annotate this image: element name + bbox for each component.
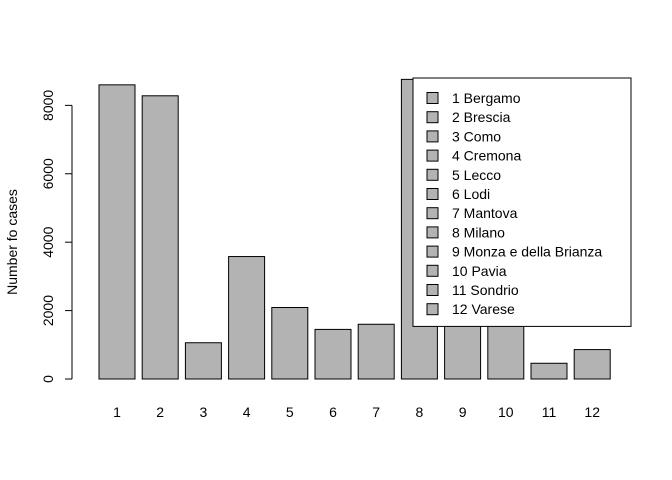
legend-entry: 9 Monza e della Brianza: [452, 244, 602, 260]
bar: [530, 362, 568, 380]
x-tick-label: 12: [584, 404, 600, 420]
legend-entry: 6 Lodi: [452, 186, 490, 202]
legend-entry: 7 Mantova: [452, 205, 518, 221]
bar: [271, 307, 309, 380]
bar: [357, 323, 395, 380]
x-tick-label: 4: [243, 404, 251, 420]
legend-swatch: [426, 188, 439, 200]
y-tick-label: 2000: [40, 295, 56, 326]
y-tick-label: 0: [40, 375, 56, 383]
legend-entry: 5 Lecco: [452, 167, 501, 183]
legend-swatch: [426, 264, 439, 277]
legend-entry: 3 Como: [452, 128, 501, 144]
legend-swatch: [426, 111, 439, 124]
legend-swatch: [426, 284, 439, 296]
legend-entry: 2 Brescia: [452, 109, 511, 125]
x-tick-label: 2: [156, 404, 164, 420]
y-tick-label: 4000: [40, 226, 56, 257]
y-tick-label: 8000: [40, 90, 56, 121]
x-tick-label: 6: [329, 404, 337, 420]
legend-entry: 1 Bergamo: [452, 90, 521, 106]
legend-swatch: [426, 92, 439, 104]
x-tick-label: 3: [200, 404, 208, 420]
legend-swatch: [426, 149, 439, 162]
x-tick-label: 7: [372, 404, 380, 420]
y-tick-label: 6000: [40, 158, 56, 189]
x-tick-labels: 1 2 3 4 5 6 7 8 9 10 11 12: [113, 404, 600, 420]
x-tick-label: 11: [542, 404, 557, 420]
bar: [314, 328, 352, 380]
x-tick-label: 10: [498, 404, 514, 420]
x-tick-label: 9: [459, 404, 467, 420]
legend-swatch: [426, 303, 439, 316]
legend: 1 Bergamo 2 Brescia 3 Como 4 Cremona 5 Lecco…: [412, 77, 632, 327]
legend-entry: 4 Cremona: [452, 148, 521, 164]
bars: [98, 78, 611, 380]
legend-entry: 12 Varese: [452, 301, 515, 317]
legend-entry: 8 Milano: [452, 224, 505, 240]
bar: [98, 84, 136, 380]
legend-entry: 11 Sondrio: [452, 282, 519, 298]
legend-entry: 10 Pavia: [452, 263, 507, 279]
bar: [184, 342, 222, 380]
x-tick-label: 8: [416, 404, 424, 420]
bar: [573, 349, 611, 380]
y-axis: 0 2000 4000 6000 8000: [40, 90, 73, 383]
bar: [228, 256, 266, 380]
bar: [141, 95, 179, 380]
legend-box: [412, 77, 632, 327]
legend-swatch: [426, 207, 439, 220]
x-tick-label: 5: [286, 404, 294, 420]
legend-swatch: [426, 130, 439, 143]
y-axis-title: Number fo cases: [4, 189, 20, 295]
legend-swatch: [426, 226, 439, 239]
legend-swatch: [426, 168, 439, 181]
legend-swatch: [426, 245, 439, 258]
x-tick-label: 1: [113, 404, 121, 420]
